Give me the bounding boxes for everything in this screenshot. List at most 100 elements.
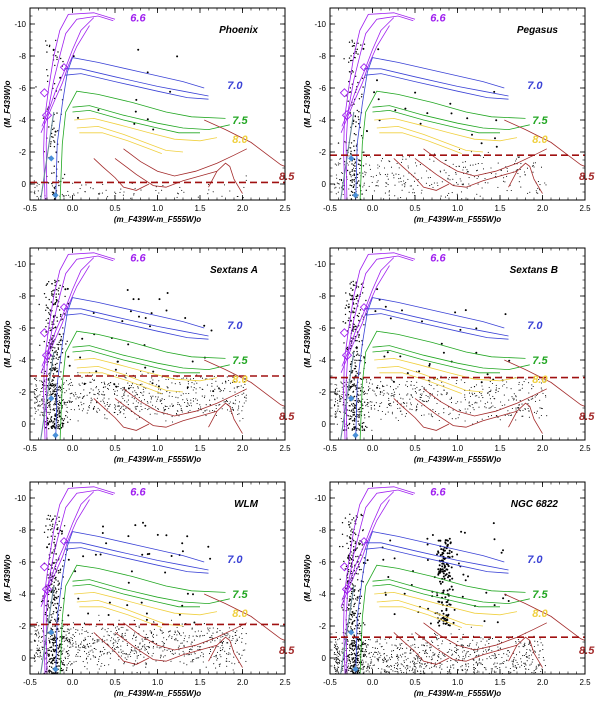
star-point xyxy=(177,403,179,405)
star-point xyxy=(98,639,100,641)
star-point xyxy=(129,653,131,655)
star-point xyxy=(183,637,185,640)
star-point xyxy=(379,391,382,394)
star-point xyxy=(79,643,81,645)
star-point xyxy=(341,382,343,384)
isochrone-8-0 xyxy=(79,372,162,394)
star-point xyxy=(508,399,510,401)
zams-line xyxy=(340,351,355,440)
star-point xyxy=(51,654,54,657)
star-point xyxy=(54,675,55,676)
star-point xyxy=(161,189,163,191)
star-point xyxy=(54,544,56,546)
y-axis-label: (M_F439W)o xyxy=(303,320,312,367)
star-point xyxy=(219,665,221,667)
star-point xyxy=(143,630,145,632)
star-point xyxy=(151,382,154,385)
star-point xyxy=(56,416,59,419)
mass-diamond xyxy=(39,88,50,98)
star-point xyxy=(163,644,165,646)
star-point xyxy=(183,644,185,646)
star-point xyxy=(57,580,59,582)
y-tick-label: -8 xyxy=(19,526,27,535)
star-point xyxy=(70,384,72,387)
star-point xyxy=(62,424,64,427)
isochrone-8-5 xyxy=(393,158,450,191)
star-point xyxy=(540,414,542,417)
star-point xyxy=(387,411,389,413)
x-tick-label: 0.5 xyxy=(409,204,421,213)
star-point xyxy=(165,309,168,312)
star-point xyxy=(439,170,441,172)
x-tick-label: -0.5 xyxy=(323,444,337,453)
star-point xyxy=(481,187,483,189)
star-point xyxy=(373,390,375,392)
star-point xyxy=(481,162,483,165)
star-point xyxy=(147,637,149,639)
star-point xyxy=(51,337,53,339)
star-point xyxy=(106,418,108,420)
star-point xyxy=(362,391,364,394)
star-point xyxy=(436,384,438,386)
star-point xyxy=(238,385,240,388)
star-point xyxy=(54,426,56,428)
isochrone-7-5 xyxy=(359,90,526,200)
star-point xyxy=(222,390,225,392)
star-point xyxy=(489,407,491,409)
star-point xyxy=(35,384,37,386)
star-point xyxy=(346,169,349,172)
star-point xyxy=(391,413,393,415)
star-point xyxy=(132,665,134,667)
star-point xyxy=(475,384,478,386)
star-point xyxy=(402,402,404,404)
star-point xyxy=(52,391,54,393)
star-point xyxy=(353,145,355,147)
star-point xyxy=(213,375,215,377)
star-point xyxy=(78,408,80,410)
star-point xyxy=(50,628,53,630)
star-point xyxy=(211,395,213,397)
star-point xyxy=(191,382,193,384)
star-point xyxy=(87,409,89,411)
star-point xyxy=(168,630,171,632)
star-point xyxy=(49,44,51,46)
star-point xyxy=(371,383,373,385)
star-point xyxy=(353,179,355,181)
star-point xyxy=(393,391,395,393)
star-point xyxy=(352,411,355,414)
star-point xyxy=(52,293,54,295)
star-point xyxy=(364,171,366,173)
star-point xyxy=(49,529,52,531)
star-point xyxy=(388,404,391,407)
star-point xyxy=(171,416,173,418)
isochrone-6-6 xyxy=(41,17,95,127)
y-axis-label: (M_F439W)o xyxy=(3,80,12,127)
star-point xyxy=(357,81,359,84)
star-point xyxy=(115,385,118,388)
star-point xyxy=(350,558,352,560)
star-point xyxy=(62,597,64,600)
star-point xyxy=(538,417,540,419)
star-point xyxy=(34,388,37,391)
star-point xyxy=(54,515,56,517)
star-point xyxy=(164,571,167,574)
star-point xyxy=(57,676,58,677)
star-point xyxy=(72,642,74,644)
star-point xyxy=(35,633,37,635)
star-point xyxy=(51,349,54,352)
star-point xyxy=(54,645,56,647)
star-point xyxy=(397,386,399,388)
star-point xyxy=(122,389,124,391)
star-point xyxy=(519,409,521,411)
star-point xyxy=(88,651,90,653)
star-point xyxy=(341,397,344,399)
star-point xyxy=(357,202,358,203)
star-point xyxy=(127,399,129,401)
star-point xyxy=(63,387,65,390)
star-point xyxy=(534,162,536,164)
star-point xyxy=(53,581,55,583)
star-point xyxy=(46,620,48,622)
star-point xyxy=(353,642,355,644)
star-point xyxy=(338,183,340,185)
star-point xyxy=(340,178,343,181)
